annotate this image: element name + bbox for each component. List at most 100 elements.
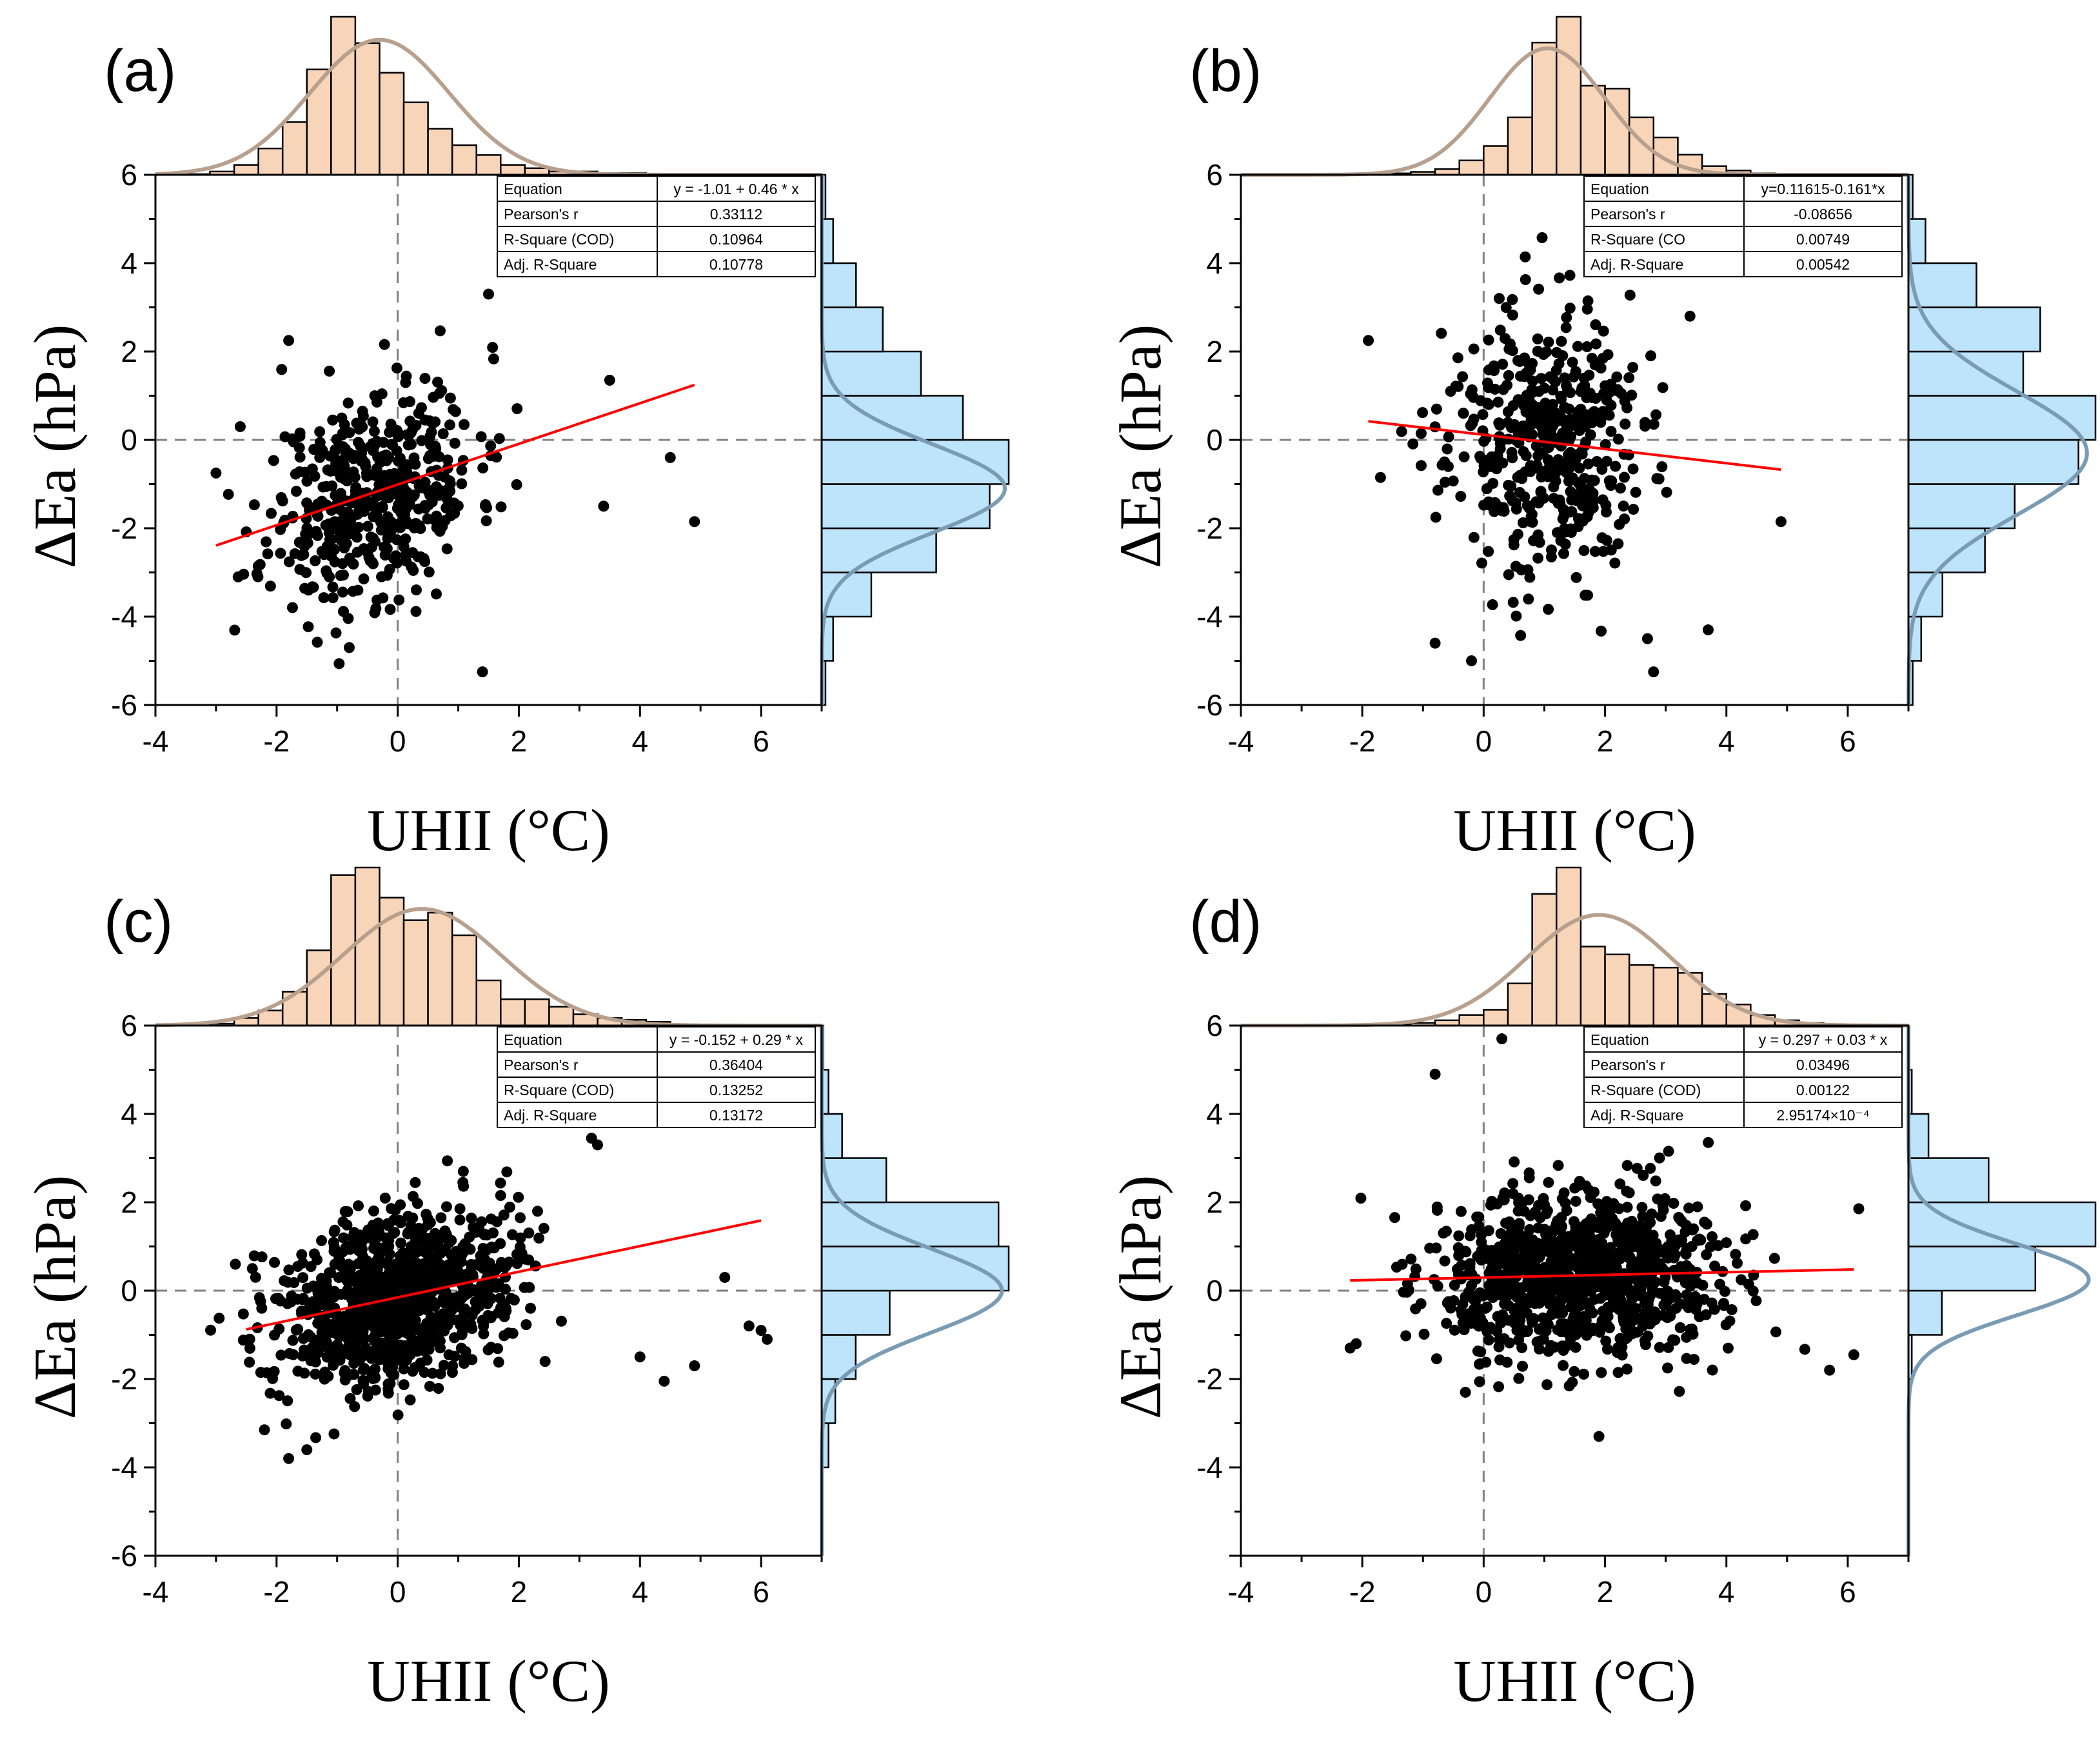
data-point [427,417,439,429]
data-point [1453,1250,1465,1262]
data-point [347,1311,359,1322]
data-point [404,499,415,510]
data-point [1525,389,1536,401]
data-point [1558,1318,1570,1329]
data-point [275,524,286,535]
data-point [282,1395,293,1407]
data-point [349,1401,361,1413]
data-point [456,464,468,476]
top-hist-bar [1458,159,1485,176]
table-value: 2.95174×10⁻⁴ [1776,1107,1869,1124]
data-point [350,1343,362,1355]
data-point [1498,1248,1510,1260]
data-point [393,594,405,606]
data-point [377,1242,389,1254]
data-point [1440,477,1451,488]
data-point [1509,1156,1520,1167]
x-tick-label: 4 [1718,1575,1735,1609]
data-point [659,1375,670,1387]
data-point [415,482,427,493]
data-point [302,621,314,633]
table-value: 0.00122 [1796,1082,1850,1098]
data-point [481,1296,493,1308]
data-point [1661,1286,1672,1298]
data-point [312,637,323,648]
scatter-points [1344,1033,1865,1442]
data-point [378,437,390,448]
x-axis-title: UHII (°C) [1453,797,1696,863]
data-point [1507,293,1518,305]
data-point [1661,1312,1673,1324]
data-point [286,433,298,444]
data-point [376,571,388,582]
data-point [457,1166,469,1177]
data-point [1489,506,1500,517]
data-point [495,1238,506,1249]
data-point [446,1367,458,1378]
top-hist-bar [1628,964,1655,1027]
data-point [1415,428,1427,439]
data-point [394,1354,406,1365]
data-point [213,1313,225,1324]
data-point [344,1393,356,1404]
data-point [1576,445,1588,457]
data-point [365,1287,377,1299]
data-point [1612,1367,1624,1378]
table-key: Pearson's r [1590,206,1665,223]
data-point [1661,486,1672,498]
data-point [431,481,442,493]
data-point [339,419,350,430]
data-point [298,1344,310,1356]
data-point [268,455,279,466]
data-point [1645,350,1656,362]
x-axis-title: UHII (°C) [367,1648,610,1714]
data-point [367,416,379,428]
data-point [331,433,342,445]
data-point [1686,1324,1698,1335]
data-point [357,1375,369,1386]
data-point [1566,1253,1578,1264]
data-point [1853,1203,1865,1215]
data-point [1485,1199,1496,1211]
right-histogram [820,174,1010,706]
data-point [1527,375,1538,387]
x-tick-label: 4 [631,1575,648,1609]
data-point [503,1256,515,1268]
data-point [273,1323,285,1335]
data-point [314,426,326,437]
data-point [296,1249,308,1260]
data-point [1503,479,1514,491]
data-point [337,586,348,598]
data-point [322,1371,334,1382]
top-hist-bar [281,991,308,1027]
data-point [358,1311,370,1322]
data-point [1449,1324,1460,1336]
x-tick-label: -2 [263,1575,290,1609]
data-point [1658,1299,1670,1311]
data-point [402,439,414,451]
data-point [1581,511,1593,522]
data-point [1623,372,1635,384]
data-point [1630,486,1641,498]
panel-label: (b) [1189,38,1262,104]
top-hist-bar [281,121,308,176]
data-point [382,1220,394,1231]
data-point [368,426,380,437]
data-point [251,568,262,580]
data-point [300,528,312,540]
data-point [495,1190,506,1202]
data-point [1564,413,1576,425]
data-point [1396,426,1407,437]
data-point [1441,1318,1452,1329]
top-hist-bar [1580,84,1606,176]
data-point [401,370,412,382]
data-point [1673,1211,1685,1223]
data-point [454,1203,466,1215]
data-point [1363,335,1374,346]
right-hist-bar [820,1113,843,1159]
data-point [237,1335,249,1346]
right-hist-bar [1907,527,1986,573]
data-point [306,463,318,475]
panel-label: (d) [1189,889,1262,955]
data-point [1574,480,1586,491]
